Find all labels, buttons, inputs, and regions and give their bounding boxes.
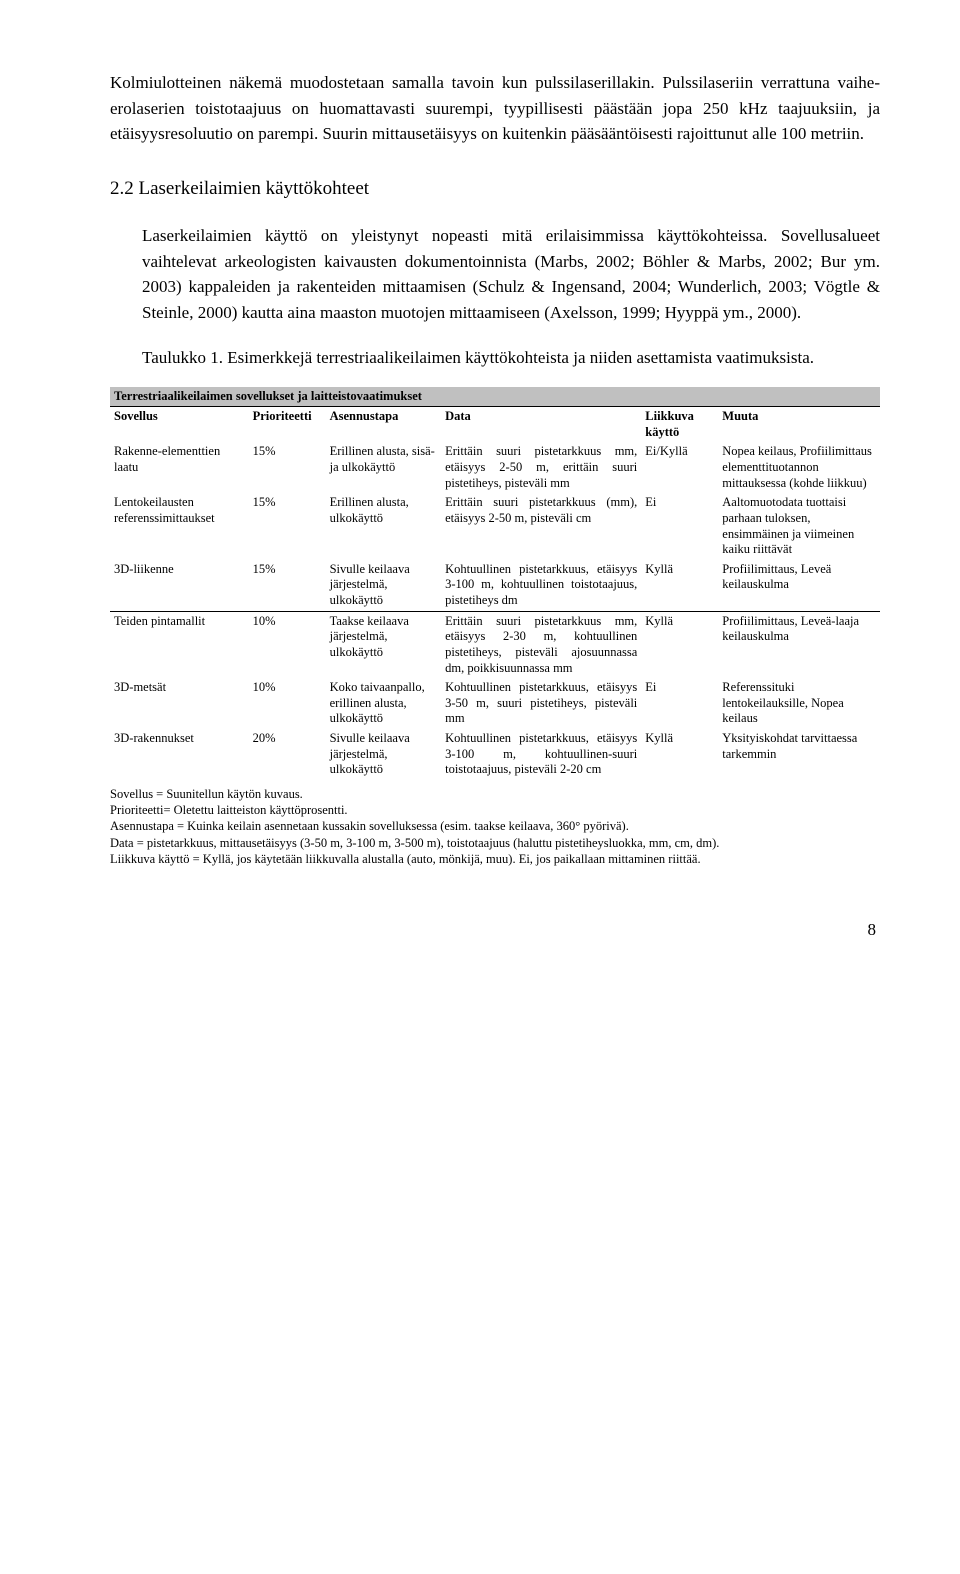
cell: Kohtuullinen pistetarkkuus, etäisyys 3-1…: [441, 560, 641, 611]
cell: Kohtuullinen pistetarkkuus, etäisyys 3-5…: [441, 678, 641, 729]
cell: Nopea keilaus, Profiilimittaus elementti…: [718, 442, 880, 493]
footnote: Liikkuva käyttö = Kyllä, jos käytetään l…: [110, 851, 880, 867]
cell: Taakse keilaava järjestelmä, ulkokäyttö: [326, 612, 442, 679]
cell: Lentokeilausten referenssimittaukset: [110, 493, 249, 560]
cell: 10%: [249, 678, 326, 729]
cell: Sivulle keilaava järjestelmä, ulkokäyttö: [326, 560, 442, 611]
cell: Kyllä: [641, 729, 718, 780]
cell: Profiilimittaus, Leveä-laaja keilauskulm…: [718, 612, 880, 679]
cell: Profiilimittaus, Leveä keilauskulma: [718, 560, 880, 611]
cell: 15%: [249, 493, 326, 560]
body-paragraph-1: Kolmiulotteinen näkemä muodostetaan sama…: [110, 70, 880, 147]
cell: Referenssituki lentokeilauksille, Nopea …: [718, 678, 880, 729]
table-row: 3D-metsät 10% Koko taivaanpallo, erillin…: [110, 678, 880, 729]
cell: Erittäin suuri pistetarkkuus mm, etäisyy…: [441, 442, 641, 493]
cell: Ei: [641, 493, 718, 560]
cell: Kohtuullinen pistetarkkuus, etäisyys 3-1…: [441, 729, 641, 780]
table-caption: Taulukko 1. Esimerkkejä terrestriaalikei…: [142, 345, 880, 371]
footnote: Sovellus = Suunitellun käytön kuvaus.: [110, 786, 880, 802]
col-header: Muuta: [718, 407, 880, 443]
cell: Rakenne-elementtien laatu: [110, 442, 249, 493]
col-header: Liikkuva käyttö: [641, 407, 718, 443]
cell: 20%: [249, 729, 326, 780]
cell: Sivulle keilaava järjestelmä, ulkokäyttö: [326, 729, 442, 780]
table-row: Lentokeilausten referenssimittaukset 15%…: [110, 493, 880, 560]
cell: Ei: [641, 678, 718, 729]
cell: 15%: [249, 442, 326, 493]
cell: Kyllä: [641, 612, 718, 679]
table-row: Teiden pintamallit 10% Taakse keilaava j…: [110, 612, 880, 679]
table-row: 3D-liikenne 15% Sivulle keilaava järjest…: [110, 560, 880, 611]
cell: Erittäin suuri pistetarkkuus (mm), etäis…: [441, 493, 641, 560]
table-title: Terrestriaalikeilaimen sovellukset ja la…: [110, 387, 880, 407]
table-row: Rakenne-elementtien laatu 15% Erillinen …: [110, 442, 880, 493]
cell: Aaltomuotodata tuottaisi parhaan tulokse…: [718, 493, 880, 560]
col-header: Sovellus: [110, 407, 249, 443]
cell: Erillinen alusta, sisä- ja ulkokäyttö: [326, 442, 442, 493]
cell: Teiden pintamallit: [110, 612, 249, 679]
body-paragraph-2: Laserkeilaimien käyttö on yleistynyt nop…: [142, 223, 880, 325]
col-header: Data: [441, 407, 641, 443]
requirements-table: Terrestriaalikeilaimen sovellukset ja la…: [110, 387, 880, 780]
page-number: 8: [110, 917, 880, 943]
cell: 3D-rakennukset: [110, 729, 249, 780]
cell: 10%: [249, 612, 326, 679]
col-header: Prioriteetti: [249, 407, 326, 443]
footnote: Prioriteetti= Oletettu laitteiston käytt…: [110, 802, 880, 818]
col-header: Asennustapa: [326, 407, 442, 443]
table-row: 3D-rakennukset 20% Sivulle keilaava järj…: [110, 729, 880, 780]
cell: Kyllä: [641, 560, 718, 611]
cell: Koko taivaanpallo, erillinen alusta, ulk…: [326, 678, 442, 729]
table-header-row: Sovellus Prioriteetti Asennustapa Data L…: [110, 407, 880, 443]
footnote: Asennustapa = Kuinka keilain asennetaan …: [110, 818, 880, 834]
section-heading: 2.2 Laserkeilaimien käyttökohteet: [110, 175, 880, 204]
footnote: Data = pistetarkkuus, mittausetäisyys (3…: [110, 835, 880, 851]
cell: 3D-liikenne: [110, 560, 249, 611]
cell: 3D-metsät: [110, 678, 249, 729]
cell: Erillinen alusta, ulkokäyttö: [326, 493, 442, 560]
table-footnotes: Sovellus = Suunitellun käytön kuvaus. Pr…: [110, 786, 880, 867]
cell: Ei/Kyllä: [641, 442, 718, 493]
cell: 15%: [249, 560, 326, 611]
cell: Erittäin suuri pistetarkkuus mm, etäisyy…: [441, 612, 641, 679]
cell: Yksityiskohdat tarvittaessa tarkemmin: [718, 729, 880, 780]
